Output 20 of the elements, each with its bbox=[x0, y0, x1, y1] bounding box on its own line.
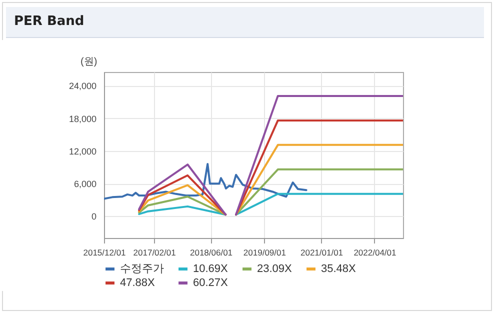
chart-title: PER Band bbox=[14, 14, 84, 29]
line-series bbox=[104, 162, 308, 200]
y-axis-title: (원) bbox=[80, 56, 98, 68]
legend-label: 23.09X bbox=[257, 263, 293, 275]
legend-label: 10.69X bbox=[193, 263, 229, 275]
legend-label: 수정주가 bbox=[120, 263, 164, 275]
y-tick-label: 6,000 bbox=[74, 179, 96, 190]
y-tick-label: 12,000 bbox=[68, 146, 96, 156]
x-tick-label: 2021/01/01 bbox=[300, 248, 344, 258]
legend-label: 47.88X bbox=[120, 277, 156, 289]
x-tick-label: 2017/02/01 bbox=[133, 248, 176, 258]
x-tick-label: 2018/06/01 bbox=[190, 248, 233, 258]
x-tick-label: 2022/04/01 bbox=[354, 248, 397, 258]
x-tick-label: 2019/09/01 bbox=[243, 248, 286, 258]
legend-label: 35.48X bbox=[321, 263, 357, 275]
legend-label: 60.27X bbox=[193, 277, 229, 289]
y-tick-label: 0 bbox=[91, 212, 96, 222]
y-tick-label: 24,000 bbox=[68, 81, 96, 92]
y-tick-label: 18,000 bbox=[68, 114, 96, 124]
x-tick-label: 2015/12/01 bbox=[83, 248, 126, 258]
